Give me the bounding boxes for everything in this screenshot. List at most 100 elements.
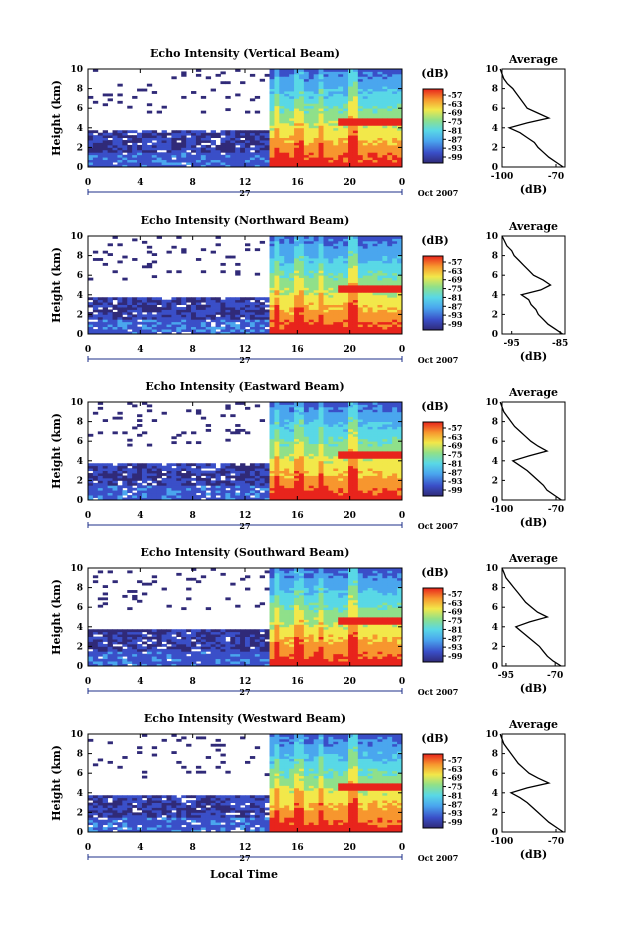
heatmap-cell	[338, 255, 344, 259]
heatmap-cell	[200, 331, 207, 335]
heatmap-cell	[88, 152, 94, 156]
heatmap-cell	[289, 154, 295, 158]
heatmap-cell	[303, 135, 310, 138]
heatmap-cell	[274, 411, 280, 415]
heatmap-cell	[308, 120, 315, 124]
heatmap-cell	[362, 110, 369, 114]
heatmap-cell	[392, 83, 398, 87]
heatmap-cell	[367, 108, 373, 112]
heatmap-cell	[88, 304, 94, 308]
heatmap-cell	[289, 416, 295, 420]
heatmap-cell	[245, 497, 251, 501]
heatmap-cell	[367, 135, 373, 138]
heatmap-cell	[387, 240, 393, 244]
heatmap-cell	[117, 144, 123, 148]
heatmap-cell	[313, 110, 319, 114]
heatmap-cell	[97, 470, 104, 474]
heatmap-cell	[112, 492, 118, 496]
heatmap-cell	[92, 473, 99, 476]
heatmap-cell	[220, 329, 226, 332]
heatmap-cell	[279, 149, 285, 153]
heatmap-cell	[146, 321, 153, 325]
heatmap-cell	[230, 475, 236, 479]
heatmap-cell	[92, 321, 99, 325]
heatmap-cell	[200, 299, 207, 303]
heatmap-cell	[245, 309, 251, 313]
heatmap-cell	[382, 108, 388, 112]
heatmap-cell	[284, 137, 290, 141]
heatmap-cell	[215, 302, 221, 305]
heatmap-cell	[352, 316, 359, 320]
heatmap-cell	[352, 164, 359, 168]
heatmap-cell	[166, 473, 172, 476]
heatmap-cell	[88, 495, 94, 498]
heatmap-cell	[274, 262, 280, 266]
heatmap-cell	[269, 443, 275, 447]
heatmap-cell	[225, 324, 231, 328]
heatmap-cell	[318, 424, 324, 427]
heatmap-cell	[338, 108, 344, 112]
heatmap-cell	[97, 475, 104, 479]
heatmap-cell	[333, 436, 339, 440]
heatmap-cell	[377, 159, 383, 163]
heatmap-cell	[362, 416, 369, 420]
heatmap-cell	[308, 69, 315, 72]
heatmap-cell	[343, 93, 349, 97]
heatmap-cell	[195, 69, 202, 72]
heatmap-cell	[132, 137, 138, 141]
heatmap-cell	[387, 238, 393, 242]
heatmap-cell	[151, 152, 158, 156]
heatmap-cell	[141, 304, 148, 308]
heatmap-cell	[328, 140, 334, 143]
heatmap-cell	[294, 78, 300, 82]
heatmap-cell	[92, 492, 99, 496]
heatmap-cell	[343, 130, 349, 134]
heatmap-cell	[323, 238, 329, 242]
heatmap-cell	[186, 321, 192, 325]
heatmap-cell	[308, 103, 315, 107]
heatmap-cell	[362, 480, 369, 484]
heatmap-cell	[298, 421, 305, 425]
heatmap-cell	[357, 299, 364, 303]
heatmap-cell	[249, 324, 256, 328]
heatmap-cell	[303, 88, 310, 92]
heatmap-cell	[328, 71, 334, 75]
heatmap-cell	[362, 258, 369, 261]
heatmap-cell	[127, 147, 133, 151]
heatmap-cell	[372, 120, 378, 124]
heatmap-cell	[382, 267, 388, 271]
heatmap-cell	[240, 304, 246, 308]
heatmap-cell	[338, 460, 344, 464]
heatmap-cell	[230, 482, 236, 486]
heatmap-cell	[112, 319, 118, 323]
heatmap-cell	[191, 140, 197, 143]
heatmap-cell	[151, 324, 158, 328]
heatmap-cell	[240, 331, 246, 335]
heatmap-cell	[362, 277, 369, 281]
heatmap-cell	[328, 91, 334, 94]
heatmap-cell	[284, 324, 290, 328]
heatmap-cell	[186, 159, 192, 163]
heatmap-cell	[112, 135, 118, 138]
heatmap-cell	[348, 463, 354, 467]
x-tick-label: 4	[137, 178, 143, 188]
heatmap-cell	[328, 118, 334, 121]
heatmap-cell	[161, 302, 167, 305]
heatmap-cell	[92, 463, 99, 467]
heatmap-cell	[397, 81, 403, 85]
average-y-tick-label: 2	[492, 143, 498, 153]
heatmap-cell	[367, 443, 373, 447]
heatmap-cell	[367, 253, 373, 256]
heatmap-cell	[210, 492, 216, 496]
heatmap-cell	[284, 485, 290, 489]
heatmap-cell	[240, 309, 246, 313]
heatmap-cell	[230, 487, 236, 491]
heatmap-cell	[308, 443, 315, 447]
heatmap-cell	[289, 426, 295, 430]
heatmap-cell	[274, 267, 280, 271]
heatmap-cell	[146, 465, 153, 469]
heatmap-cell	[323, 309, 329, 313]
heatmap-cell	[191, 326, 197, 330]
heatmap-cell	[328, 475, 334, 479]
heatmap-cell	[328, 265, 334, 269]
